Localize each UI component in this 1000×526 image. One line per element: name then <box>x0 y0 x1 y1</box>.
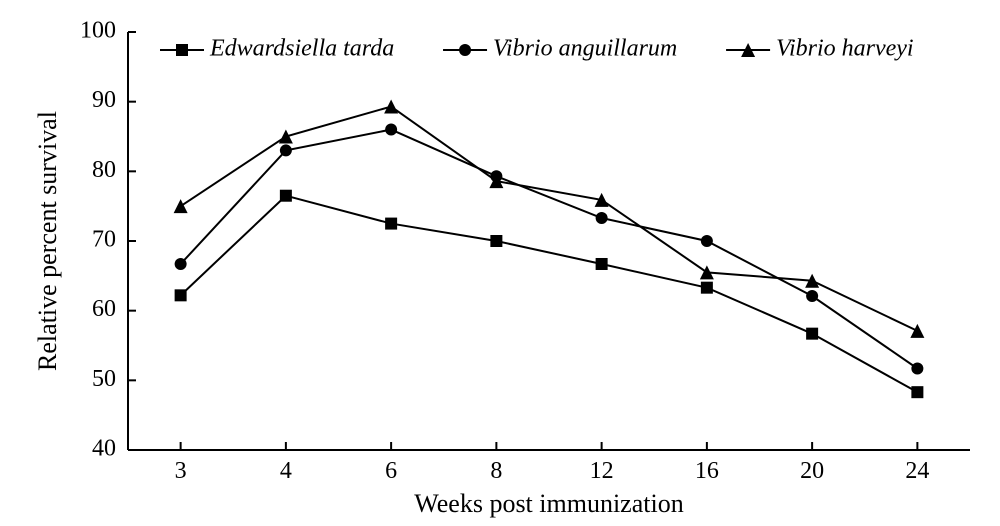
y-tick-label: 80 <box>92 157 116 183</box>
chart-svg: 40 50 60 70 80 90 100 3 4 6 8 12 16 20 24 Weeks post im… <box>0 0 1000 526</box>
x-axis-title: Weeks post immunization <box>414 489 683 518</box>
legend-label: Vibrio harveyi <box>776 36 914 62</box>
y-tick-label: 40 <box>92 436 116 462</box>
x-tick-label: 4 <box>280 458 292 484</box>
x-tick-label: 12 <box>590 458 614 484</box>
y-tick-label: 100 <box>80 18 116 44</box>
x-tick-label: 8 <box>490 458 502 484</box>
y-tick-label: 70 <box>92 227 116 253</box>
x-tick-label: 6 <box>385 458 397 484</box>
y-axis-title: Relative percent survival <box>33 111 62 371</box>
y-tick-label: 60 <box>92 296 116 322</box>
x-tick-label: 20 <box>800 458 824 484</box>
x-tick-label: 16 <box>695 458 719 484</box>
y-tick-label: 90 <box>92 87 116 113</box>
legend-label: Vibrio anguillarum <box>493 36 677 62</box>
legend-label: Edwardsiella tarda <box>209 36 394 62</box>
line-chart: 40 50 60 70 80 90 100 3 4 6 8 12 16 20 24 Weeks post im… <box>0 0 1000 526</box>
x-tick-label: 24 <box>905 458 929 484</box>
x-tick-label: 3 <box>175 458 187 484</box>
y-tick-label: 50 <box>92 366 116 392</box>
